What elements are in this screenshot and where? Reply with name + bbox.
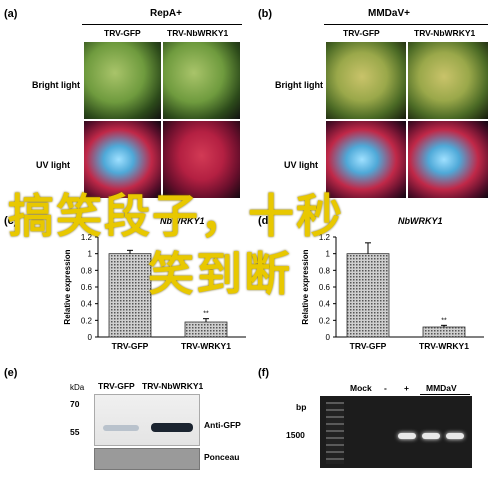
panel-d-treatment-partial: NbWRKY1 — [398, 216, 443, 226]
panel-a-bright-gfp-photo — [84, 42, 161, 119]
y-tick-label: 1 — [88, 250, 93, 259]
panel-f-band-plus — [398, 433, 416, 439]
panel-e-blot — [94, 394, 200, 446]
panel-f-band-mmdav1 — [422, 433, 440, 439]
panel-e-band-wrky1 — [151, 423, 193, 432]
panel-f-lane-plus: + — [404, 383, 409, 393]
y-tick-label: 0 — [326, 333, 331, 342]
panel-a-uv-gfp-photo — [84, 121, 161, 198]
panel-f-lane-minus: - — [384, 383, 387, 393]
y-tick-label: 1 — [326, 250, 331, 259]
panel-b-col1: TRV-GFP — [343, 28, 380, 38]
panel-e-blot-label: Anti-GFP — [204, 420, 241, 430]
panel-f-bp: bp — [296, 402, 307, 412]
panel-f-lane-mmdav: MMDaV — [426, 383, 457, 393]
panel-f-mmdav-line — [420, 394, 470, 395]
panel-a-treatment: RepA+ — [150, 8, 182, 19]
significance-mark: ** — [441, 317, 447, 324]
panel-a-col2: TRV-NbWRKY1 — [167, 28, 229, 38]
x-tick-label: TRV-WRKY1 — [181, 341, 231, 351]
y-tick-label: 0.2 — [81, 316, 93, 325]
panel-b-row2: UV light — [284, 160, 318, 170]
bar-TRV-GFP — [108, 253, 152, 338]
panel-f-lane-mock: Mock — [350, 383, 372, 393]
panel-f-marker-1500: 1500 — [286, 430, 305, 440]
y-tick-label: 0.2 — [319, 316, 331, 325]
x-tick-label: TRV-WRKY1 — [419, 341, 469, 351]
panel-a-col1: TRV-GFP — [104, 28, 141, 38]
panel-b-bright-gfp-photo — [326, 42, 406, 119]
panel-a-label: (a) — [4, 8, 18, 20]
bar-TRV-WRKY1 — [422, 326, 466, 338]
panel-a-treatment-line — [82, 24, 242, 25]
panel-e-marker-70: 70 — [70, 399, 80, 409]
panel-a-bright-wrky1-photo — [163, 42, 240, 119]
panel-b-treatment-line — [324, 24, 488, 25]
panel-f-ladder — [326, 402, 344, 464]
panel-e-stain-label: Ponceau — [204, 452, 240, 462]
panel-d-label: (d) — [258, 215, 273, 227]
panel-b-label: (b) — [258, 8, 273, 20]
panel-f-gel — [320, 396, 472, 468]
panel-e-lane1: TRV-GFP — [98, 381, 135, 391]
y-tick-label: 0 — [88, 333, 93, 342]
panel-a-row2: UV light — [36, 160, 70, 170]
panel-e-label: (e) — [4, 367, 18, 379]
panel-d-chart: 0 0.2 0.4 0.6 0.8 1 1.2 Relative expression TRV-… — [301, 233, 484, 351]
panel-b-treatment: MMDaV+ — [368, 8, 410, 19]
overlay-text-line1: 搞笑段子，十秒 — [8, 189, 344, 243]
panel-f-label: (f) — [258, 367, 269, 379]
bar-TRV-WRKY1 — [184, 321, 228, 338]
y-tick-label: 1.2 — [81, 233, 93, 242]
panel-b-uv-wrky1-photo — [408, 121, 488, 198]
panel-c-label: (c) — [4, 215, 18, 227]
y-tick-label: 0.6 — [319, 283, 331, 292]
bar-TRV-GFP — [346, 253, 390, 338]
y-tick-label: 0.4 — [319, 300, 331, 309]
panel-a-row1: Bright light — [32, 80, 80, 90]
significance-mark: ** — [203, 311, 209, 318]
panel-c-chart: 0 0.2 0.4 0.6 0.8 1 1.2 Relative expression TRV-… — [63, 233, 246, 351]
x-tick-label: TRV-GFP — [350, 341, 387, 351]
x-tick-label: TRV-GFP — [112, 341, 149, 351]
panel-e-band-gfp — [103, 425, 139, 431]
y-tick-label: 0.4 — [81, 300, 93, 309]
panel-b-uv-gfp-photo — [326, 121, 406, 198]
y-axis-label: Relative expression — [301, 249, 310, 324]
panel-e-kda: kDa — [70, 383, 85, 392]
panel-e-marker-55: 55 — [70, 427, 80, 437]
panel-b-row1: Bright light — [275, 80, 323, 90]
panel-b-col2: TRV-NbWRKY1 — [414, 28, 476, 38]
panel-f-band-mmdav2 — [446, 433, 464, 439]
panel-c-treatment-partial: NbWRKY1 — [160, 216, 205, 226]
overlay-text-line2: 笑到断 — [148, 247, 292, 301]
y-tick-label: 0.8 — [319, 266, 331, 275]
panel-e-ponceau-strip — [94, 448, 200, 470]
panel-e-lane2: TRV-NbWRKY1 — [142, 381, 204, 391]
y-tick-label: 1.2 — [319, 233, 331, 242]
panel-b-bright-wrky1-photo — [408, 42, 488, 119]
panel-a-uv-wrky1-photo — [163, 121, 240, 198]
y-axis-label: Relative expression — [63, 249, 72, 324]
y-tick-label: 0.6 — [81, 283, 93, 292]
y-tick-label: 0.8 — [81, 266, 93, 275]
